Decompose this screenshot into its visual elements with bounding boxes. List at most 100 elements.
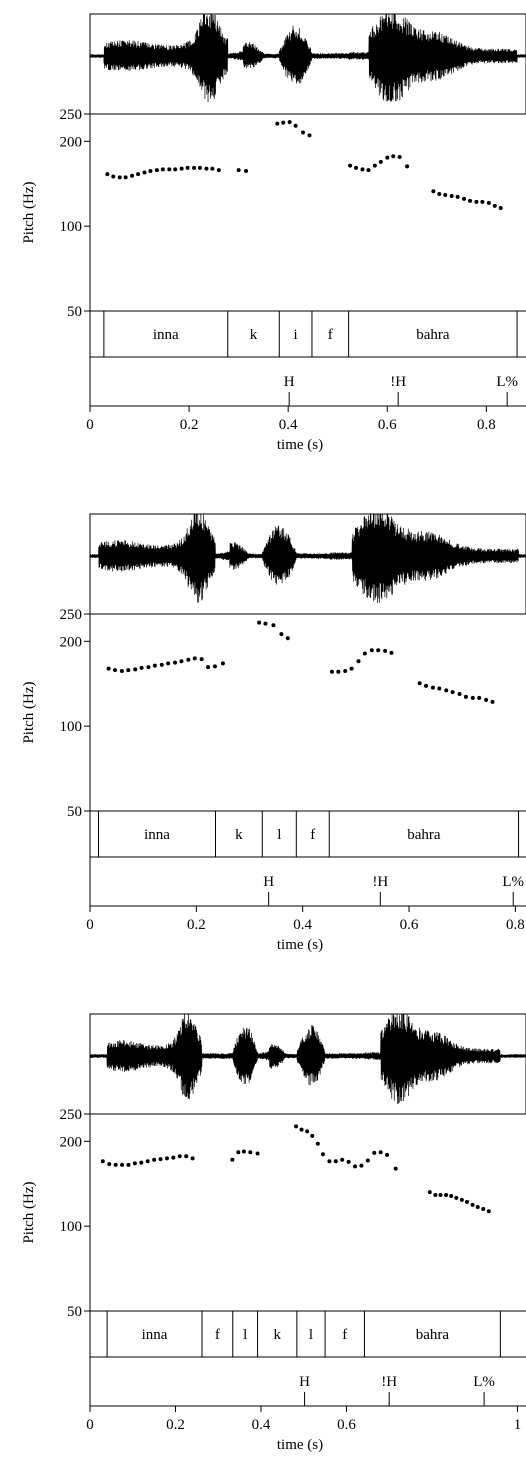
- y-tick-label: 50: [67, 1304, 82, 1320]
- y-axis-label: Pitch (Hz): [21, 681, 37, 743]
- pitch-point: [100, 1159, 105, 1164]
- x-tick-label: 0.2: [166, 1417, 185, 1433]
- pitch-point: [405, 164, 410, 169]
- pitch-point: [230, 1157, 235, 1162]
- pitch-point: [152, 663, 157, 668]
- segment-label: i: [294, 327, 298, 343]
- pitch-point: [475, 1204, 480, 1209]
- pitch-chart-3: 50 100 200 250 Pitch (Hz) 0 0.2 0.4 0.6 1 time (s)…: [21, 1013, 526, 1453]
- pitch-point: [287, 120, 292, 125]
- segment-label: f: [215, 1327, 220, 1343]
- x-tick-label: 0.6: [378, 417, 397, 433]
- pitch-point: [257, 620, 262, 625]
- y-tick-label: 200: [60, 1134, 83, 1150]
- pitch-point: [271, 623, 276, 628]
- segment-label: k: [235, 827, 243, 843]
- pitch-point: [204, 166, 209, 171]
- pitch-point: [397, 154, 402, 159]
- waveform-frame: [89, 13, 526, 115]
- pitch-point: [117, 175, 122, 180]
- segment-label: f: [310, 827, 315, 843]
- pitch-track: [100, 1124, 491, 1214]
- segment-label: inna: [153, 327, 179, 343]
- pitch-point: [158, 1157, 163, 1162]
- pitch-point: [462, 196, 467, 201]
- pitch-point: [343, 668, 348, 673]
- pitch-point: [376, 648, 381, 653]
- pitch-point: [378, 1150, 383, 1155]
- pitch-point: [310, 1133, 315, 1138]
- pitch-point: [190, 1156, 195, 1161]
- pitch-point: [437, 192, 442, 197]
- tone-label: H: [263, 874, 274, 890]
- x-axis-label: time (s): [277, 937, 323, 953]
- y-tick-label: 200: [60, 134, 83, 150]
- waveform-frame: [89, 1013, 526, 1115]
- pitch-point: [362, 651, 367, 656]
- pitch-point: [468, 198, 473, 203]
- pitch-point: [197, 165, 202, 170]
- segment-label: bahra: [416, 327, 450, 343]
- x-tick-label: 0.6: [337, 1417, 356, 1433]
- pitch-point: [139, 665, 144, 670]
- pitch-point: [142, 170, 147, 175]
- pitch-point: [329, 669, 334, 674]
- tone-label: L%: [496, 374, 518, 390]
- pitch-panel-3: 50 100 200 250 Pitch (Hz) 0 0.2 0.4 0.6 1 time (s)…: [0, 1000, 526, 1470]
- y-tick-label: 250: [60, 107, 83, 123]
- x-tick-label: 0: [86, 1417, 94, 1433]
- pitch-point: [236, 168, 241, 173]
- pitch-point: [349, 666, 354, 671]
- pitch-point: [177, 1154, 182, 1159]
- pitch-point: [486, 1209, 491, 1214]
- pitch-point: [486, 200, 491, 205]
- y-tick-label: 250: [60, 607, 83, 623]
- waveform-trace: [89, 13, 526, 103]
- x-tick-label: 0.2: [187, 917, 206, 933]
- y-tick-label: 100: [60, 719, 83, 735]
- waveform-frame: [89, 513, 526, 615]
- pitch-point: [389, 650, 394, 655]
- pitch-point: [112, 668, 117, 673]
- pitch-point: [120, 1162, 125, 1167]
- pitch-point: [354, 165, 359, 170]
- pitch-point: [160, 167, 165, 172]
- x-tick-label: 0.4: [293, 917, 312, 933]
- pitch-point: [327, 1159, 332, 1164]
- pitch-point: [437, 686, 442, 691]
- pitch-point: [490, 699, 495, 704]
- pitch-point: [438, 1192, 443, 1197]
- pitch-point: [186, 657, 191, 662]
- pitch-point: [179, 659, 184, 664]
- pitch-point: [307, 133, 312, 138]
- pitch-point: [285, 636, 290, 641]
- tone-label: !H: [381, 1374, 397, 1390]
- tone-label: H: [299, 1374, 310, 1390]
- segment-label: l: [243, 1327, 247, 1343]
- pitch-point: [481, 1207, 486, 1212]
- pitch-point: [369, 648, 374, 653]
- pitch-point: [431, 189, 436, 194]
- x-tick-label: 0.4: [252, 1417, 271, 1433]
- pitch-point: [212, 664, 217, 669]
- pitch-point: [145, 1159, 150, 1164]
- pitch-point: [470, 1202, 475, 1207]
- pitch-point: [293, 123, 298, 128]
- pitch-point: [255, 1151, 260, 1156]
- pitch-point: [154, 168, 159, 173]
- pitch-point: [152, 1157, 157, 1162]
- pitch-point: [417, 681, 422, 686]
- pitch-point: [171, 1155, 176, 1160]
- tone-label: H: [284, 374, 295, 390]
- y-tick-label: 100: [60, 1219, 83, 1235]
- pitch-point: [263, 621, 268, 626]
- x-tick-label: 0.2: [180, 417, 199, 433]
- segment-label: bahra: [407, 827, 441, 843]
- pitch-point: [294, 1124, 299, 1129]
- pitch-point: [391, 154, 396, 159]
- pitch-point: [113, 1162, 118, 1167]
- segment-label: l: [309, 1327, 313, 1343]
- pitch-point: [164, 1156, 169, 1161]
- segment-label: l: [277, 827, 281, 843]
- pitch-point: [279, 632, 284, 637]
